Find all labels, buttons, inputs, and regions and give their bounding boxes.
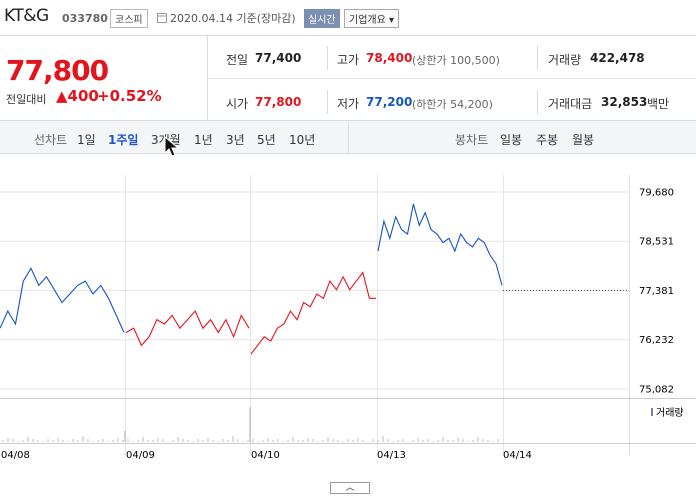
volume-legend-swatch: [651, 408, 653, 416]
x-tick-label: 04/09: [126, 450, 155, 461]
lower-limit: (하한가 54,200): [412, 98, 493, 111]
y-tick-label: 79,680: [639, 188, 674, 199]
company-info-dropdown[interactable]: 기업개요 ▾: [344, 9, 399, 28]
x-tick-label: 04/14: [503, 450, 532, 461]
y-tick-label: 77,381: [639, 286, 674, 297]
tab-daily-candle[interactable]: 일봉: [500, 133, 523, 147]
low-label: 저가: [337, 97, 360, 111]
collapse-button[interactable]: ︿: [330, 482, 370, 494]
volume-panel: 거래량: [2, 407, 684, 442]
volume-value: 422,478: [590, 51, 645, 65]
price-line-04/10: [250, 271, 376, 355]
volume-legend-label: 거래량: [656, 407, 684, 419]
change-label: 전일대비: [6, 93, 47, 106]
low-value: 77,200: [366, 95, 413, 109]
open-value: 77,800: [255, 95, 302, 109]
divider: [537, 46, 538, 70]
amount-label: 거래대금: [548, 97, 593, 111]
change-percent: +0.52%: [97, 87, 162, 105]
as-of-date: 2020.04.14 기준(장마감): [170, 12, 296, 25]
y-tick-label: 78,531: [639, 237, 674, 248]
tab-3y[interactable]: 3년: [226, 133, 245, 147]
high-value: 78,400: [366, 51, 413, 65]
tab-1w[interactable]: 1주일: [108, 133, 139, 147]
divider: [327, 46, 328, 70]
divider: [327, 90, 328, 114]
y-tick-label: 75,082: [639, 385, 674, 396]
amount-unit: 백만: [647, 97, 670, 111]
stock-name: KT&G: [4, 6, 49, 26]
line-chart-label: 선차트: [34, 133, 68, 147]
divider: [537, 90, 538, 114]
chart-grid: [0, 175, 696, 455]
tab-5y[interactable]: 5년: [257, 133, 276, 147]
divider: [208, 78, 696, 79]
mouse-cursor-icon: [164, 136, 180, 157]
volume-label: 거래량: [548, 53, 582, 67]
high-label: 고가: [337, 53, 360, 67]
quote-summary: [0, 35, 696, 121]
tab-10y[interactable]: 10년: [289, 133, 316, 147]
calendar-icon: [157, 13, 167, 23]
tab-1y[interactable]: 1년: [194, 133, 213, 147]
price-line-04/08: [0, 267, 125, 333]
y-axis-labels: 79,680 78,531 77,381 76,232 75,082: [639, 188, 674, 396]
current-price: 77,800: [6, 54, 109, 87]
x-tick-label: 04/10: [251, 450, 280, 461]
prev-close-label: 전일: [226, 53, 249, 67]
tab-weekly-candle[interactable]: 주봉: [536, 133, 559, 147]
upper-limit: (상한가 100,500): [412, 54, 500, 67]
market-badge: 코스피: [110, 9, 148, 28]
candle-chart-label: 봉차트: [455, 133, 489, 147]
prev-close-value: 77,400: [255, 51, 302, 65]
price-line-04/13: [377, 203, 503, 286]
tab-monthly-candle[interactable]: 월봉: [572, 133, 595, 147]
price-line-04/09: [125, 310, 250, 347]
x-tick-label: 04/13: [377, 450, 406, 461]
tab-1d[interactable]: 1일: [77, 133, 96, 147]
x-tick-label: 04/08: [1, 450, 30, 461]
change-value: ▲400: [56, 87, 99, 105]
stock-code: 033780: [62, 12, 108, 25]
price-lines: [0, 203, 629, 355]
x-axis-labels: 04/08 04/09 04/10 04/13 04/14: [1, 450, 532, 461]
amount-value: 32,853: [601, 95, 648, 109]
stock-header: KT&G 033780 코스피 2020.04.14 기준(장마감) 실시간 기…: [0, 0, 696, 36]
y-tick-label: 76,232: [639, 335, 674, 346]
divider: [207, 36, 208, 120]
price-chart[interactable]: 79,680 78,531 77,381 76,232 75,082 거래량 04/08…: [0, 155, 696, 480]
realtime-button[interactable]: 실시간: [304, 9, 340, 28]
divider: [348, 122, 349, 154]
open-label: 시가: [226, 97, 249, 111]
